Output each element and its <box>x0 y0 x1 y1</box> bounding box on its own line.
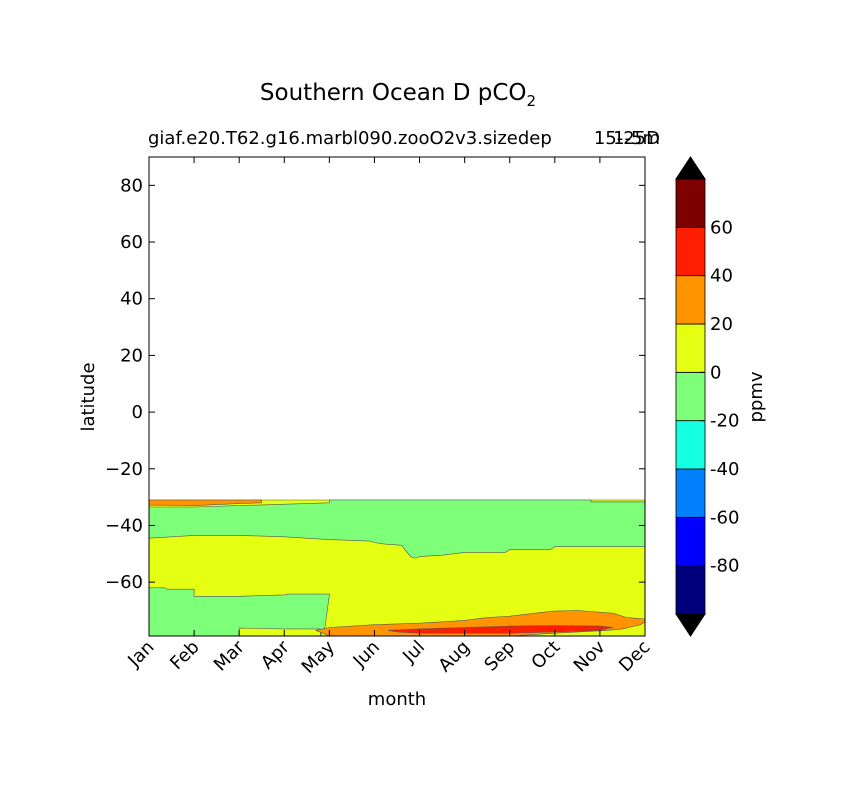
region-green-north <box>149 499 645 559</box>
colorbar-segment <box>675 468 706 518</box>
region-orange-top <box>149 499 263 506</box>
colorbar-segment <box>675 323 706 373</box>
x-tick-label: Jun <box>349 637 384 672</box>
x-tick-label: Jul <box>398 637 429 668</box>
colorbar-segment <box>675 516 706 567</box>
x-tick-label: Aug <box>434 637 474 677</box>
x-tick-label: Jan <box>123 637 158 672</box>
x-tick-label: May <box>298 636 339 677</box>
y-tick-label: −60 <box>105 572 143 593</box>
colorbar-tick-label: -20 <box>710 411 739 432</box>
y-tick-label: 40 <box>120 289 143 310</box>
colorbar-segment <box>675 420 706 470</box>
region-green-south <box>149 587 330 636</box>
chart-subtitle-right-b: 15-25D <box>594 128 660 149</box>
x-tick-label: Dec <box>615 637 654 676</box>
x-tick-label: Mar <box>210 636 249 675</box>
y-tick-label: −40 <box>105 515 143 536</box>
colorbar-tick-label: -80 <box>710 556 739 577</box>
y-tick-label: 60 <box>120 232 143 253</box>
x-tick-label: Oct <box>527 637 564 674</box>
colorbar-segment <box>675 178 706 228</box>
region-yellow-strip <box>238 627 321 636</box>
plot-area <box>149 499 645 636</box>
colorbar-tick-label: 40 <box>710 266 733 287</box>
colorbar-tick-label: 20 <box>710 314 733 335</box>
colorbar-tick-label: -40 <box>710 459 739 480</box>
x-tick-label: Apr <box>257 636 294 673</box>
x-tick-label: Sep <box>480 637 519 676</box>
y-tick-label: 20 <box>120 345 143 366</box>
colorbar-extend-high <box>675 156 706 180</box>
colorbar: 60 40 20 0 -20 -40 -60 -80 <box>675 156 739 637</box>
colorbar-tick-label: -60 <box>710 507 739 528</box>
colorbar-segment <box>675 226 706 277</box>
x-tick-label: Nov <box>570 636 610 676</box>
colorbar-tick-label: 0 <box>710 362 721 383</box>
colorbar-tick-label: 60 <box>710 217 733 238</box>
colorbar-label: ppmv <box>746 371 767 422</box>
chart-subtitle-left: giaf.e20.T62.g16.marbl090.zooO2v3.sizede… <box>148 128 552 149</box>
y-tick-label: −20 <box>105 459 143 480</box>
colorbar-segment <box>675 275 706 325</box>
plot-frame <box>148 156 646 637</box>
y-tick-label: 80 <box>120 175 143 196</box>
y-axis-label: latitude <box>78 362 99 431</box>
y-axis: 80 60 40 20 0 −20 −40 −60 <box>105 175 645 593</box>
chart-title: Southern Ocean D pCO2 <box>260 80 536 110</box>
colorbar-segment <box>675 565 706 615</box>
colorbar-segment <box>675 371 706 422</box>
chart-subtitle-right-a: 1-5m <box>613 128 660 149</box>
colorbar-extend-low <box>675 613 706 637</box>
y-tick-label: 0 <box>132 402 143 423</box>
chart-title-subscript: 2 <box>527 92 537 110</box>
x-tick-label: Feb <box>166 637 203 674</box>
x-axis-label: month <box>368 689 426 710</box>
